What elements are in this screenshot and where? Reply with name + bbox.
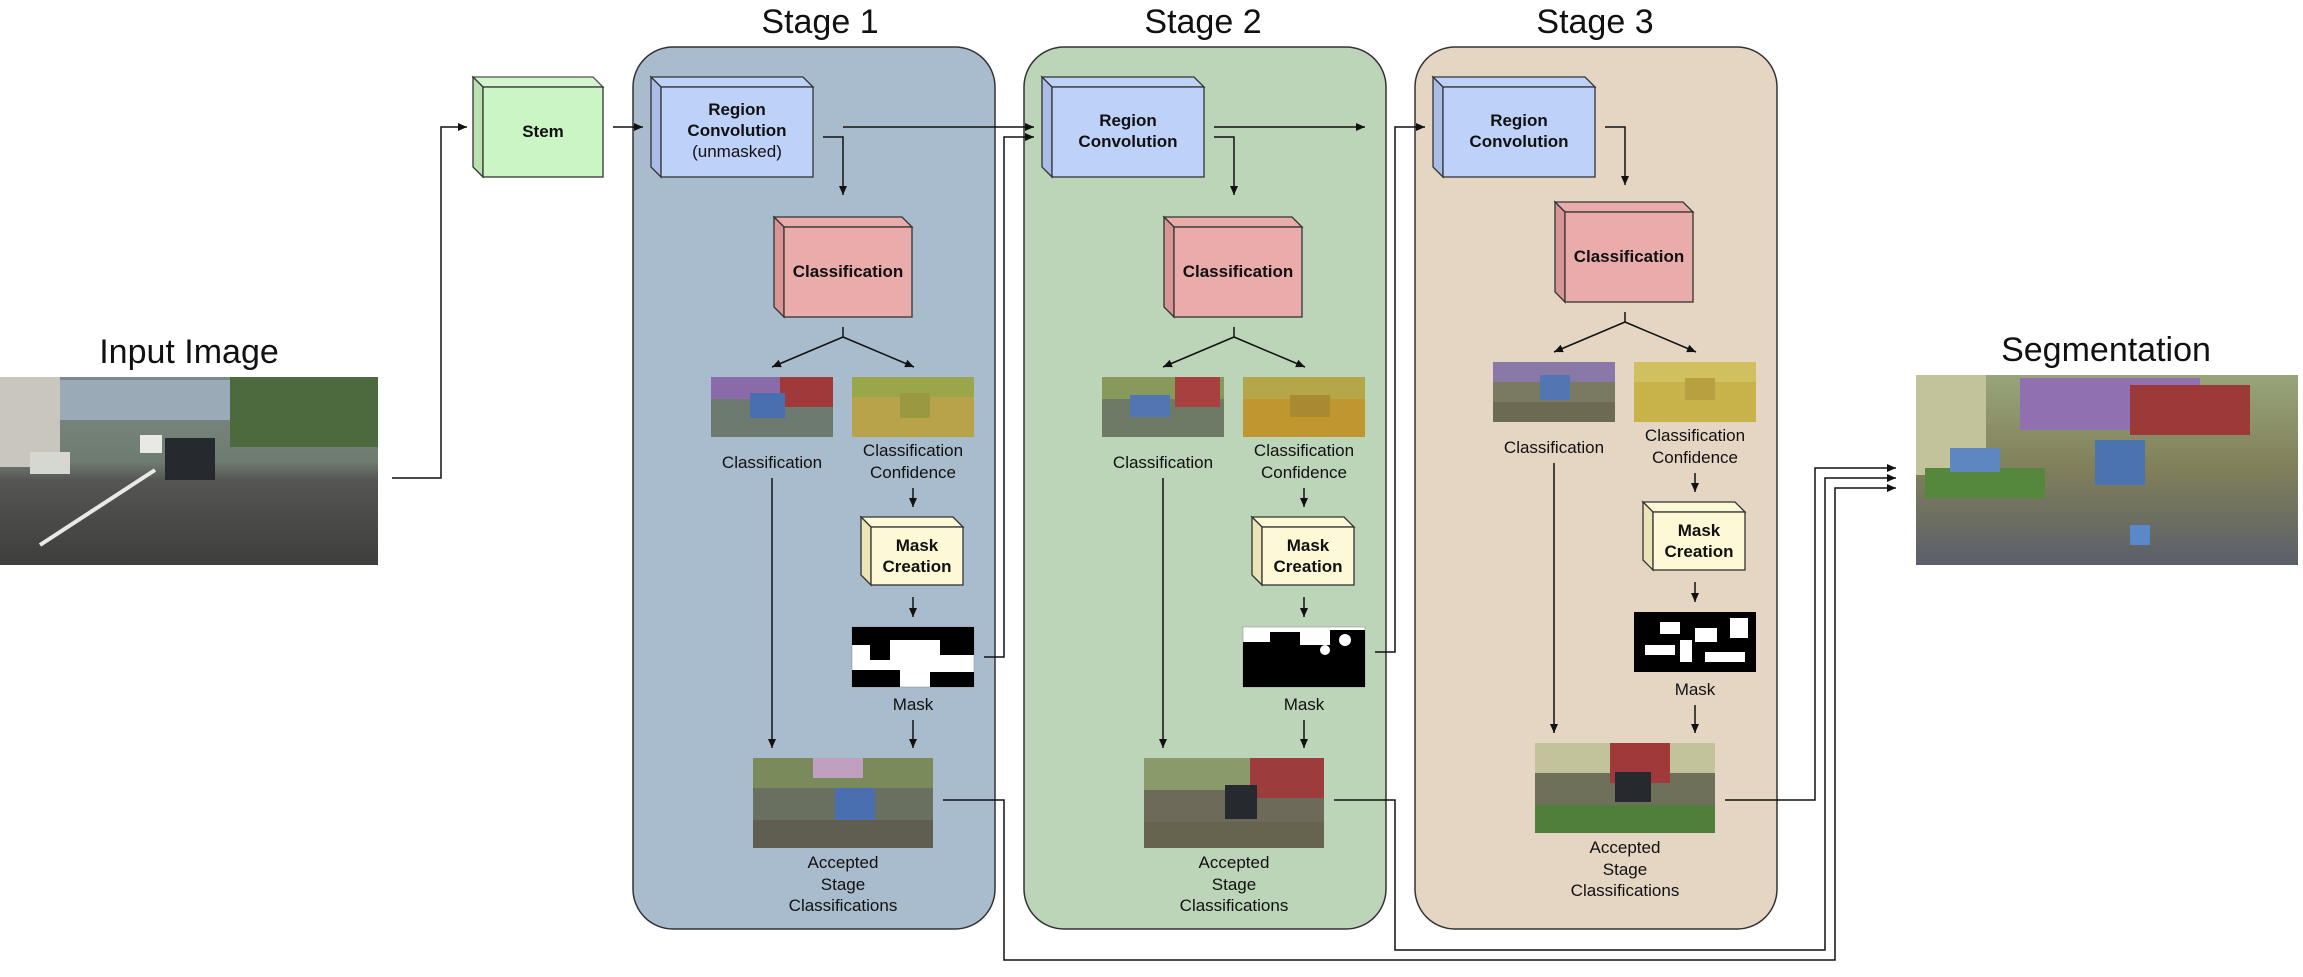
input-image (0, 377, 378, 565)
stage1-mask-label-1: Mask (896, 536, 939, 555)
stage2-classification-block-label: Classification (1183, 262, 1294, 281)
segmentation-image (1916, 375, 2298, 565)
stage3-mask-creation-block: Mask Creation (1641, 500, 1747, 572)
stage3-confidence-text-2: Confidence (1652, 448, 1738, 467)
stage2-classification-thumb (1102, 377, 1224, 437)
stage1-mask-thumb (851, 626, 975, 688)
segmentation-title: Segmentation (2001, 331, 2211, 369)
stage1-classification-block: Classification (772, 215, 914, 319)
stage3-classification-thumb (1493, 362, 1615, 422)
stage1-accepted-text-1: Accepted (808, 853, 879, 872)
stage3-mask-label-1: Mask (1678, 521, 1721, 540)
stage1-title: Stage 1 (761, 3, 878, 41)
stage3-convolution-label: Convolution (1469, 132, 1568, 151)
stage1-classification-text: Classification (722, 453, 822, 472)
stage3-mask-thumb (1634, 612, 1756, 672)
stage3-creation-label: Creation (1665, 542, 1734, 561)
stage1-accepted-thumb (753, 758, 933, 848)
stage2-mask-label-1: Mask (1287, 536, 1330, 555)
stage1-classification-thumb (711, 377, 833, 437)
stage1-confidence-text-2: Confidence (870, 463, 956, 482)
stage2-mask-text: Mask (1284, 695, 1325, 714)
stage2-mask-thumb (1242, 626, 1366, 688)
stage3-accepted-thumb (1535, 743, 1715, 833)
stage2-title: Stage 2 (1144, 3, 1261, 41)
stage1-creation-label: Creation (883, 557, 952, 576)
stage2-convolution-label: Convolution (1078, 132, 1177, 151)
stage3-confidence-text-1: Classification (1645, 426, 1745, 445)
stage1-unmasked-label: (unmasked) (692, 142, 782, 161)
stage1-classification-block-label: Classification (793, 262, 904, 281)
input-image-title: Input Image (99, 333, 279, 371)
stage1-confidence-thumb (852, 377, 974, 437)
stage3-accepted-text-1: Accepted (1590, 838, 1661, 857)
stage3-accepted-text-3: Classifications (1571, 881, 1680, 900)
stage1-region-label: Region (708, 100, 766, 119)
stage3-classification-text: Classification (1504, 438, 1604, 457)
stage1-mask-creation-block: Mask Creation (859, 515, 965, 587)
stage2-accepted-text-2: Stage (1212, 875, 1256, 894)
stage2-mask-creation-block: Mask Creation (1250, 515, 1356, 587)
stage3-accepted-text-2: Stage (1603, 860, 1647, 879)
stage3-region-conv-block: Region Convolution (1431, 75, 1597, 179)
stage2-classification-text: Classification (1113, 453, 1213, 472)
stage3-confidence-thumb (1634, 362, 1756, 422)
stage1-convolution-label: Convolution (687, 121, 786, 140)
stage2-confidence-text-2: Confidence (1261, 463, 1347, 482)
stage3-classification-block-label: Classification (1574, 247, 1685, 266)
stage3-title: Stage 3 (1536, 3, 1653, 41)
stage3-classification-block: Classification (1553, 200, 1695, 304)
stage2-region-label: Region (1099, 111, 1157, 130)
stage2-confidence-thumb (1243, 377, 1365, 437)
stage1-accepted-text-3: Classifications (789, 896, 898, 915)
stage1-mask-text: Mask (893, 695, 934, 714)
stage2-region-conv-block: Region Convolution (1040, 75, 1206, 179)
stage2-classification-block: Classification (1162, 215, 1304, 319)
stage2-confidence-text-1: Classification (1254, 441, 1354, 460)
stem-label: Stem (522, 122, 564, 141)
stage1-region-conv-block: Region Convolution (unmasked) (649, 75, 815, 179)
stage1-accepted-text-2: Stage (821, 875, 865, 894)
stage3-region-label: Region (1490, 111, 1548, 130)
stage2-creation-label: Creation (1274, 557, 1343, 576)
stem-block: Stem (471, 75, 605, 179)
stage3-mask-text: Mask (1675, 680, 1716, 699)
stage2-accepted-thumb (1144, 758, 1324, 848)
stage2-accepted-text-1: Accepted (1199, 853, 1270, 872)
stage2-accepted-text-3: Classifications (1180, 896, 1289, 915)
stage1-confidence-text-1: Classification (863, 441, 963, 460)
